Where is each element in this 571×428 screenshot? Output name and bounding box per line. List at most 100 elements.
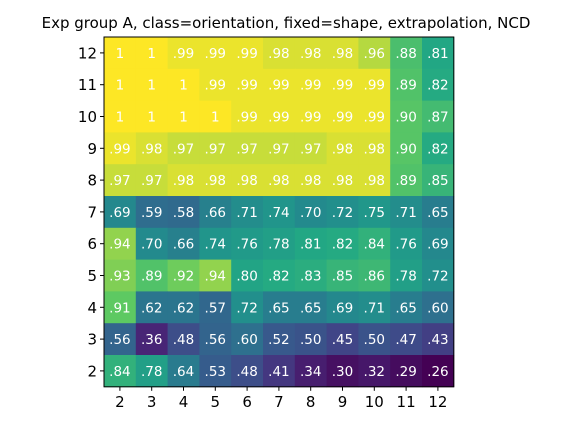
cell-value-label: .96 bbox=[364, 46, 385, 62]
cell-value-label: .90 bbox=[395, 110, 416, 126]
cell-value-label: .89 bbox=[395, 173, 416, 189]
cell-value-label: .80 bbox=[236, 269, 257, 285]
cell-value-label: .81 bbox=[300, 237, 321, 253]
heatmap-cell bbox=[104, 68, 137, 101]
cell-value-label: .99 bbox=[109, 141, 130, 157]
cell-value-label: .94 bbox=[109, 237, 130, 253]
heatmap-cell bbox=[104, 291, 137, 324]
heatmap-cell bbox=[135, 68, 168, 101]
x-tick-label: 3 bbox=[147, 393, 157, 411]
cell-value-label: .99 bbox=[268, 78, 289, 94]
heatmap-cell bbox=[390, 355, 423, 388]
heatmap-cell bbox=[135, 259, 168, 292]
cell-value-label: .72 bbox=[332, 205, 353, 221]
heatmap-cell bbox=[167, 37, 200, 70]
heatmap-cell bbox=[167, 323, 200, 356]
cell-value-label: .78 bbox=[395, 269, 416, 285]
heatmap-cell bbox=[231, 323, 264, 356]
x-tick-label: 6 bbox=[242, 393, 252, 411]
cell-value-label: .98 bbox=[364, 173, 385, 189]
heatmap-cell bbox=[167, 227, 200, 260]
cell-value-label: 1 bbox=[116, 78, 125, 94]
heatmap-cell bbox=[167, 196, 200, 229]
cell-value-label: .36 bbox=[141, 332, 162, 348]
heatmap-cell bbox=[263, 323, 296, 356]
y-tick-label: 12 bbox=[78, 44, 97, 62]
cell-value-label: 1 bbox=[211, 110, 220, 126]
heatmap-cell bbox=[167, 259, 200, 292]
y-tick-label: 6 bbox=[87, 235, 97, 253]
heatmap-cell bbox=[104, 196, 137, 229]
heatmap-cell-labels: 1 1 .99 .99 .99 .98 .98 .98 .96 .88 .81 1 1 1 .99 .99 .9… bbox=[109, 46, 448, 380]
cell-value-label: 1 bbox=[147, 78, 156, 94]
heatmap-cell bbox=[231, 196, 264, 229]
cell-value-label: .69 bbox=[109, 205, 130, 221]
x-tick-label: 9 bbox=[338, 393, 348, 411]
heatmap-cell bbox=[358, 100, 391, 133]
cell-value-label: .56 bbox=[205, 332, 226, 348]
heatmap-cell bbox=[167, 132, 200, 165]
cell-value-label: .62 bbox=[173, 300, 194, 316]
y-tick-label: 2 bbox=[87, 362, 97, 380]
heatmap-cell bbox=[231, 259, 264, 292]
x-tick-label: 2 bbox=[115, 393, 125, 411]
cell-value-label: .97 bbox=[268, 141, 289, 157]
cell-value-label: .99 bbox=[364, 110, 385, 126]
cell-value-label: .89 bbox=[395, 78, 416, 94]
y-tick-label: 9 bbox=[87, 140, 97, 158]
heatmap-cell bbox=[326, 323, 359, 356]
heatmap-cell bbox=[390, 68, 423, 101]
heatmap-cell bbox=[199, 323, 232, 356]
y-tick-label: 10 bbox=[78, 108, 97, 126]
heatmap-cell bbox=[358, 132, 391, 165]
x-tick-label: 8 bbox=[306, 393, 316, 411]
cell-value-label: .62 bbox=[141, 300, 162, 316]
heatmap-cell bbox=[358, 323, 391, 356]
plot-frame bbox=[103, 36, 455, 388]
cell-value-label: .78 bbox=[268, 237, 289, 253]
heatmap-cell bbox=[358, 355, 391, 388]
heatmap-cell bbox=[199, 259, 232, 292]
cell-value-label: .64 bbox=[173, 364, 194, 380]
heatmap-cell bbox=[167, 100, 200, 133]
heatmap-cell bbox=[199, 164, 232, 197]
cell-value-label: .85 bbox=[332, 269, 353, 285]
cell-value-label: .75 bbox=[364, 205, 385, 221]
heatmap-cell bbox=[135, 323, 168, 356]
heatmap-cell bbox=[294, 37, 327, 70]
cell-value-label: .99 bbox=[236, 110, 257, 126]
cell-value-label: .97 bbox=[173, 141, 194, 157]
cell-value-label: .99 bbox=[236, 46, 257, 62]
heatmap-cell bbox=[422, 132, 455, 165]
heatmap-cell bbox=[231, 227, 264, 260]
cell-value-label: .98 bbox=[205, 173, 226, 189]
cell-value-label: .50 bbox=[300, 332, 321, 348]
heatmap-cell bbox=[326, 37, 359, 70]
heatmap-cell bbox=[263, 259, 296, 292]
cell-value-label: .58 bbox=[173, 205, 194, 221]
cell-value-label: .69 bbox=[332, 300, 353, 316]
cell-value-label: .98 bbox=[236, 173, 257, 189]
heatmap-cell bbox=[294, 164, 327, 197]
cell-value-label: .30 bbox=[332, 364, 353, 380]
cell-value-label: .92 bbox=[173, 269, 194, 285]
x-tick-label: 12 bbox=[428, 393, 447, 411]
heatmap-cell bbox=[326, 355, 359, 388]
cell-value-label: .82 bbox=[332, 237, 353, 253]
heatmap-cell bbox=[390, 323, 423, 356]
cell-value-label: .98 bbox=[364, 141, 385, 157]
cell-value-label: .71 bbox=[395, 205, 416, 221]
cell-value-label: .91 bbox=[109, 300, 130, 316]
cell-value-label: .48 bbox=[173, 332, 194, 348]
heatmap-cell bbox=[294, 132, 327, 165]
heatmap-cell bbox=[422, 323, 455, 356]
heatmap-cell bbox=[294, 68, 327, 101]
heatmap-cell bbox=[104, 323, 137, 356]
heatmap-cell bbox=[135, 132, 168, 165]
cell-value-label: .98 bbox=[268, 46, 289, 62]
cell-value-label: .97 bbox=[109, 173, 130, 189]
cell-value-label: .84 bbox=[109, 364, 130, 380]
y-tick-label: 4 bbox=[87, 299, 97, 317]
heatmap-cell bbox=[390, 132, 423, 165]
heatmap-cell bbox=[104, 259, 137, 292]
